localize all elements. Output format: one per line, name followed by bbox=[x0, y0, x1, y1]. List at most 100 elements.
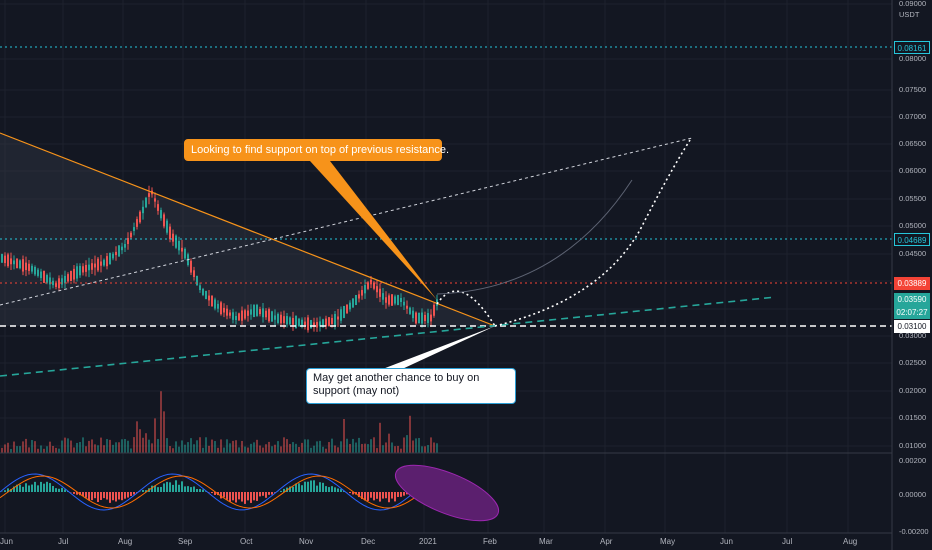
volume-bar bbox=[181, 440, 183, 453]
candle-body bbox=[223, 307, 225, 313]
price-tick-label: 0.02000 bbox=[899, 386, 927, 395]
macd-bar bbox=[184, 486, 186, 492]
candle-body bbox=[376, 286, 378, 293]
volume-bar bbox=[70, 440, 72, 453]
macd-bar bbox=[40, 481, 42, 492]
macd-bar bbox=[88, 492, 90, 501]
candle-body bbox=[7, 254, 9, 267]
candle-body bbox=[184, 248, 186, 259]
macd-bar bbox=[394, 492, 396, 502]
candle-body bbox=[427, 313, 429, 323]
volume-bar bbox=[4, 444, 6, 453]
annotation-orange[interactable]: Looking to find support on top of previo… bbox=[184, 139, 449, 161]
volume-bar bbox=[175, 441, 177, 453]
volume-bar bbox=[361, 443, 363, 453]
macd-bar bbox=[340, 489, 342, 492]
candle-body bbox=[361, 290, 363, 296]
volume-bar bbox=[151, 443, 153, 453]
volume-bars bbox=[1, 391, 438, 453]
macd-bar bbox=[391, 492, 393, 499]
tag-level-top: 0.08161 bbox=[894, 41, 930, 54]
candle-body bbox=[85, 264, 87, 272]
candle-body bbox=[199, 285, 201, 291]
macd-bar bbox=[259, 492, 261, 497]
volume-bar bbox=[46, 446, 48, 453]
candle-body bbox=[130, 232, 132, 238]
candle-body bbox=[316, 322, 318, 328]
price-tick-label: 0.06000 bbox=[899, 166, 927, 175]
candle-body bbox=[58, 278, 60, 289]
volume-bar bbox=[223, 447, 225, 453]
candle-body bbox=[352, 298, 354, 308]
volume-bar bbox=[115, 442, 117, 453]
macd-bar bbox=[157, 487, 159, 492]
candle-body bbox=[55, 283, 57, 287]
candle-body bbox=[163, 214, 165, 227]
volume-bar bbox=[256, 439, 258, 453]
macd-bar bbox=[343, 490, 345, 492]
candle-body bbox=[214, 299, 216, 309]
volume-bar bbox=[412, 440, 414, 453]
volume-bar bbox=[40, 445, 42, 453]
volume-bar bbox=[289, 443, 291, 453]
volume-bar bbox=[337, 447, 339, 453]
macd-bar bbox=[337, 488, 339, 492]
volume-bar bbox=[322, 446, 324, 453]
volume-bar bbox=[262, 447, 264, 453]
volume-bar bbox=[358, 437, 360, 453]
volume-bar bbox=[202, 447, 204, 453]
candle-body bbox=[16, 258, 18, 269]
volume-bar bbox=[22, 441, 24, 453]
macd-bar bbox=[211, 492, 213, 494]
volume-bar bbox=[190, 438, 192, 453]
candle-body bbox=[235, 315, 237, 321]
macd-bar bbox=[160, 486, 162, 492]
volume-bar bbox=[145, 433, 147, 453]
candle-body bbox=[349, 302, 351, 310]
macd-highlight-ellipse bbox=[394, 464, 500, 522]
volume-bar bbox=[304, 439, 306, 453]
candle-body bbox=[364, 285, 366, 294]
time-tick-label: Apr bbox=[600, 537, 613, 546]
macd-bar bbox=[388, 492, 390, 503]
macd-bar bbox=[280, 490, 282, 492]
tag-last-price: 0.03590 bbox=[894, 293, 930, 306]
macd-bar bbox=[16, 484, 18, 492]
macd-bar bbox=[175, 480, 177, 492]
volume-bar bbox=[112, 444, 114, 453]
candle-body bbox=[202, 288, 204, 296]
macd-bar bbox=[37, 485, 39, 492]
volume-bar bbox=[229, 443, 231, 453]
macd-bar bbox=[94, 492, 96, 499]
candle-body bbox=[265, 310, 267, 318]
candle-body bbox=[148, 193, 150, 197]
volume-bar bbox=[433, 442, 435, 453]
candle-body bbox=[145, 197, 147, 208]
volume-bar bbox=[346, 438, 348, 453]
macd-bar bbox=[223, 492, 225, 498]
macd-bar bbox=[82, 492, 84, 497]
time-tick-label: Jul bbox=[782, 537, 793, 546]
volume-bar bbox=[328, 442, 330, 453]
annotation-white[interactable]: May get another chance to buy on support… bbox=[306, 368, 516, 404]
candle-body bbox=[133, 227, 135, 231]
candle-body bbox=[106, 256, 108, 267]
candle-body bbox=[433, 304, 435, 316]
volume-bar bbox=[298, 446, 300, 453]
volume-bar bbox=[13, 441, 15, 453]
macd-bar bbox=[97, 492, 99, 503]
volume-bar bbox=[37, 448, 39, 453]
volume-bar bbox=[28, 447, 30, 453]
price-tick-label: 0.06500 bbox=[899, 139, 927, 148]
candle-body bbox=[328, 317, 330, 327]
volume-bar bbox=[421, 446, 423, 453]
candle-body bbox=[154, 198, 156, 202]
volume-bar bbox=[271, 446, 273, 453]
macd-bar bbox=[214, 492, 216, 495]
volume-bar bbox=[349, 443, 351, 453]
candle-body bbox=[157, 204, 159, 211]
volume-bar bbox=[34, 441, 36, 453]
time-tick-label: Jul bbox=[58, 537, 69, 546]
macd-bar bbox=[301, 485, 303, 492]
